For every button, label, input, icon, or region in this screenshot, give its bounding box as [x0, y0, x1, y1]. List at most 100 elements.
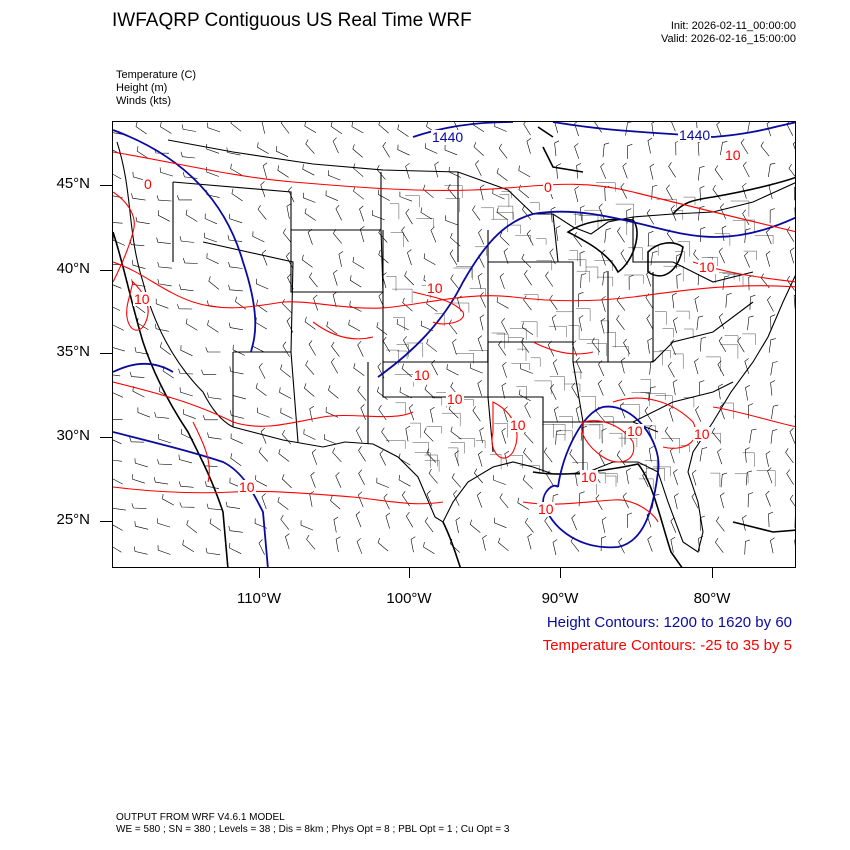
- wind-barb: [553, 406, 559, 423]
- wind-barb: [228, 261, 243, 269]
- wind-barb: [672, 292, 677, 309]
- wind-barb: [518, 165, 531, 178]
- county-line: [385, 440, 406, 449]
- wind-barb: [628, 274, 634, 290]
- wind-barb: [229, 477, 243, 489]
- county-line: [743, 250, 757, 261]
- county-line: [676, 310, 690, 320]
- wind-barb: [157, 545, 171, 555]
- wind-barb: [504, 450, 510, 467]
- wind-barb: [496, 168, 508, 182]
- temperature-contours: [113, 151, 795, 523]
- wind-barb: [601, 517, 607, 533]
- wind-barb: [131, 193, 146, 201]
- wind-barb: [619, 402, 626, 419]
- wind-barb: [280, 122, 290, 134]
- county-line: [568, 325, 580, 340]
- wind-barb: [770, 380, 776, 396]
- wind-barb: [113, 524, 123, 531]
- wind-barb: [718, 383, 723, 400]
- variable-winds: Winds (kts): [116, 95, 171, 107]
- wind-barb: [598, 203, 605, 220]
- wind-barb: [479, 291, 486, 308]
- wind-barb: [555, 225, 561, 242]
- wind-barb: [229, 542, 242, 554]
- wind-barb: [207, 392, 222, 400]
- county-line: [556, 434, 566, 441]
- wind-barb: [280, 407, 293, 419]
- wind-barb: [330, 122, 343, 134]
- wind-barb: [113, 324, 124, 331]
- temperature-contour-label: 10: [133, 291, 151, 307]
- wind-barb: [645, 293, 654, 309]
- wind-barb: [113, 284, 122, 289]
- wind-barb: [698, 206, 705, 221]
- wind-barbs: [113, 122, 795, 556]
- wind-barb: [794, 539, 795, 547]
- wind-barb: [576, 163, 582, 179]
- temperature-contour-label: 0: [143, 176, 153, 192]
- wind-barb: [225, 501, 241, 509]
- wind-barb: [255, 383, 267, 396]
- wind-barb: [669, 447, 675, 464]
- wind-barb: [424, 517, 434, 533]
- wind-barb: [524, 270, 532, 286]
- wind-barb: [550, 206, 556, 223]
- wind-barb: [349, 275, 362, 288]
- wind-barb: [452, 338, 457, 355]
- wind-barb: [385, 512, 390, 529]
- wind-barb: [470, 363, 483, 374]
- county-line: [732, 220, 746, 234]
- wind-barb: [359, 226, 365, 242]
- wind-barb: [204, 232, 217, 243]
- wind-barb: [699, 185, 705, 202]
- wind-barb: [700, 336, 707, 352]
- wind-barb: [744, 447, 750, 463]
- county-line: [594, 260, 613, 271]
- wind-barb: [397, 144, 410, 156]
- wind-barb: [335, 472, 342, 488]
- wind-barb: [445, 215, 458, 226]
- wind-barb: [670, 205, 677, 221]
- wind-barb: [526, 137, 532, 154]
- wind-barb: [622, 162, 628, 179]
- wind-barb: [700, 226, 706, 243]
- wind-barb: [496, 297, 509, 309]
- wind-barb: [673, 469, 678, 485]
- county-line: [564, 383, 581, 392]
- wind-barb: [431, 359, 438, 376]
- wind-barb: [202, 414, 218, 421]
- wind-barb: [647, 337, 653, 354]
- wind-barb: [351, 122, 364, 134]
- temperature-contour-label: 10: [413, 367, 431, 383]
- wind-barb: [179, 387, 193, 397]
- wind-barb: [201, 369, 217, 375]
- wind-barb: [301, 254, 313, 268]
- wind-barb: [503, 406, 508, 423]
- county-line: [597, 276, 613, 287]
- wind-barb: [668, 405, 674, 422]
- wind-barb: [333, 228, 342, 244]
- wind-barb: [770, 537, 775, 554]
- wind-barb: [725, 293, 732, 308]
- wind-barb: [450, 274, 460, 290]
- wind-barb: [786, 226, 795, 242]
- county-line: [730, 200, 750, 217]
- wind-barb: [647, 535, 653, 552]
- county-line: [441, 413, 461, 427]
- wind-barb: [673, 317, 678, 334]
- wind-barb: [644, 406, 653, 422]
- wind-barb: [134, 546, 148, 555]
- county-line: [509, 328, 527, 340]
- wind-barb: [578, 292, 584, 308]
- temperature-contour-label: 10: [724, 147, 742, 163]
- wind-barb: [664, 426, 674, 442]
- wind-barb: [405, 162, 410, 179]
- wind-barb: [600, 317, 606, 334]
- wind-barb: [131, 503, 147, 509]
- county-line: [389, 203, 400, 220]
- wind-barb: [672, 379, 678, 396]
- wind-barb: [721, 225, 727, 242]
- wind-barb: [794, 514, 795, 528]
- wind-barb: [254, 518, 268, 529]
